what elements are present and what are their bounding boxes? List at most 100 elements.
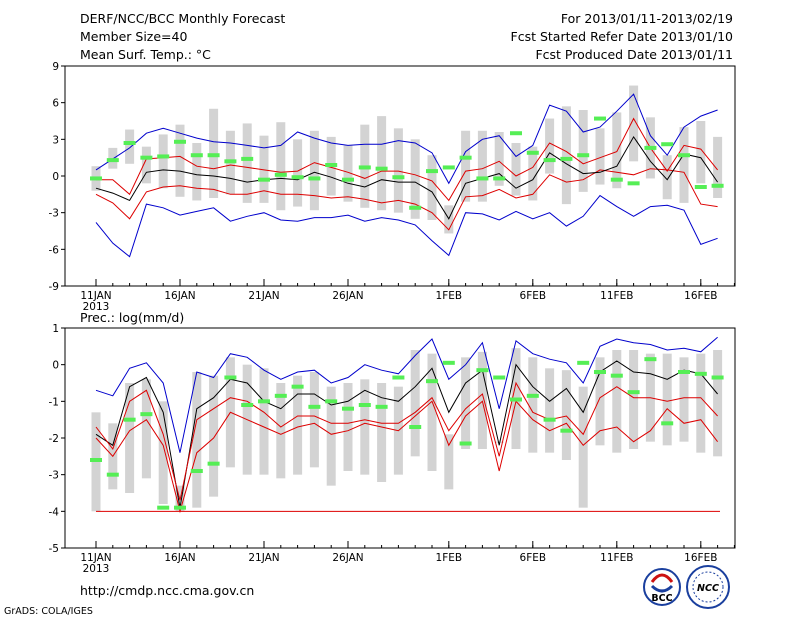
box-34 bbox=[662, 155, 672, 200]
marker-35 bbox=[678, 370, 690, 374]
box-4 bbox=[158, 134, 168, 189]
box-25 bbox=[511, 143, 521, 196]
ytick-label-6: -9 bbox=[49, 281, 59, 293]
marker-24 bbox=[493, 375, 506, 380]
marker-19 bbox=[409, 425, 422, 429]
ytick-label-0: 9 bbox=[52, 61, 59, 73]
box-30 bbox=[595, 128, 605, 185]
box-36 bbox=[696, 353, 706, 453]
box-11 bbox=[276, 122, 286, 211]
marker-17 bbox=[375, 404, 388, 409]
box-27 bbox=[545, 368, 555, 453]
xtick-sublabel-0: 2013 bbox=[83, 563, 110, 575]
box-32 bbox=[629, 85, 639, 162]
marker-6 bbox=[190, 469, 203, 473]
marker-2 bbox=[123, 417, 136, 422]
header-title: DERF/NCC/BCC Monthly Forecast bbox=[80, 11, 285, 26]
box-22 bbox=[461, 130, 471, 202]
box-3 bbox=[141, 379, 151, 479]
line-min bbox=[95, 93, 718, 185]
marker-4 bbox=[157, 154, 170, 159]
marker-22 bbox=[459, 441, 472, 446]
box-27 bbox=[545, 118, 555, 174]
ytick-label-5: -4 bbox=[49, 506, 60, 518]
marker-3 bbox=[140, 155, 153, 160]
box-24 bbox=[494, 132, 504, 186]
xtick-label-5: 6FEB bbox=[520, 290, 547, 302]
header-range: For 2013/01/11-2013/02/19 bbox=[561, 11, 733, 26]
ytick-label-3: 0 bbox=[52, 171, 59, 183]
ytick-label-3: -2 bbox=[49, 433, 59, 445]
marker-6 bbox=[190, 153, 203, 158]
marker-9 bbox=[241, 403, 254, 407]
box-23 bbox=[477, 130, 487, 202]
box-35 bbox=[679, 357, 689, 442]
marker-26 bbox=[526, 393, 539, 398]
box-23 bbox=[477, 351, 487, 449]
ytick-label-4: -3 bbox=[49, 208, 59, 220]
xtick-label-6: 11FEB bbox=[600, 552, 633, 564]
marker-36 bbox=[694, 371, 707, 376]
xtick-label-4: 1FEB bbox=[436, 290, 463, 302]
line-upper bbox=[95, 381, 718, 501]
ncc-logo: NCC bbox=[686, 565, 730, 609]
ytick-label-5: -6 bbox=[49, 244, 60, 256]
marker-37 bbox=[711, 375, 724, 380]
marker-25 bbox=[510, 397, 522, 402]
marker-0 bbox=[90, 176, 102, 181]
line-upper bbox=[96, 117, 718, 202]
box-16 bbox=[360, 379, 370, 475]
marker-12 bbox=[291, 384, 304, 389]
marker-5 bbox=[174, 139, 186, 144]
marker-0 bbox=[90, 458, 102, 462]
box-22 bbox=[461, 357, 471, 449]
box-13 bbox=[309, 130, 319, 211]
box-15 bbox=[343, 383, 353, 471]
ytick-label-4: -3 bbox=[49, 470, 59, 482]
marker-20 bbox=[426, 169, 438, 174]
xtick-label-3: 26JAN bbox=[332, 290, 363, 302]
ytick-label-1: 6 bbox=[52, 98, 59, 110]
marker-18 bbox=[392, 375, 405, 380]
panel2-title: Prec.: log(mm/d) bbox=[80, 310, 184, 325]
box-12 bbox=[293, 375, 303, 475]
marker-29 bbox=[577, 360, 590, 365]
box-12 bbox=[293, 139, 303, 207]
marker-8 bbox=[224, 375, 237, 380]
box-15 bbox=[343, 145, 353, 202]
marker-16 bbox=[358, 165, 371, 170]
bcc-logo-text: BCC bbox=[651, 593, 672, 604]
marker-31 bbox=[610, 373, 623, 378]
box-6 bbox=[192, 143, 202, 201]
marker-15 bbox=[342, 406, 354, 411]
marker-23 bbox=[476, 368, 489, 373]
marker-29 bbox=[577, 153, 590, 158]
marker-11 bbox=[274, 393, 287, 398]
marker-12 bbox=[291, 175, 304, 180]
marker-30 bbox=[594, 370, 606, 374]
marker-13 bbox=[308, 176, 321, 181]
box-29 bbox=[578, 386, 588, 508]
marker-32 bbox=[627, 390, 640, 395]
marker-17 bbox=[375, 166, 388, 171]
xtick-label-5: 6FEB bbox=[520, 552, 547, 564]
marker-33 bbox=[644, 145, 657, 150]
line-mean bbox=[95, 360, 718, 508]
footer-url[interactable]: http://cmdp.ncc.cma.gov.cn bbox=[80, 583, 254, 598]
marker-35 bbox=[678, 153, 690, 158]
box-3 bbox=[141, 146, 151, 184]
xtick-label-1: 16JAN bbox=[164, 290, 195, 302]
box-21 bbox=[444, 434, 454, 490]
box-24 bbox=[494, 441, 504, 443]
box-10 bbox=[259, 368, 269, 475]
box-35 bbox=[679, 127, 689, 203]
xtick-label-6: 11FEB bbox=[600, 290, 633, 302]
box-11 bbox=[276, 383, 286, 479]
xtick-label-2: 21JAN bbox=[248, 290, 279, 302]
box-13 bbox=[309, 372, 319, 468]
xtick-label-0: 11JAN bbox=[80, 552, 111, 564]
xtick-label-4: 1FEB bbox=[436, 552, 463, 564]
xtick-label-1: 16JAN bbox=[164, 552, 195, 564]
